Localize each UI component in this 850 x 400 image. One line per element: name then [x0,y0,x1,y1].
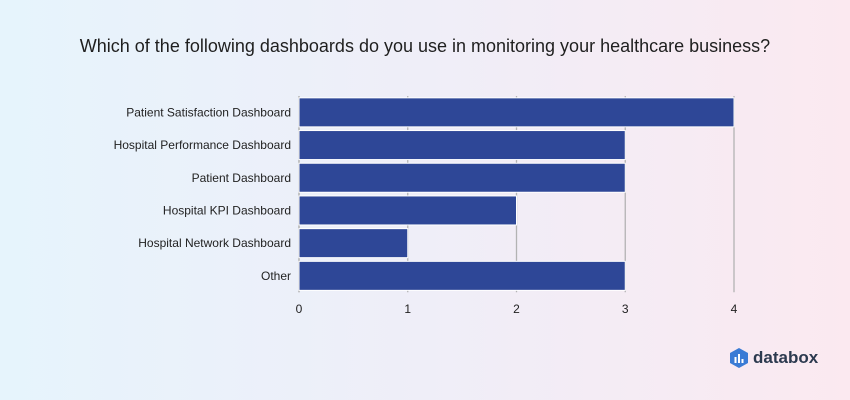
bar [298,195,517,226]
category-label: Hospital Network Dashboard [138,236,291,250]
databox-brand: databox [730,348,818,368]
category-label: Hospital Performance Dashboard [114,138,291,152]
bar [298,260,626,291]
grid-lines [298,96,735,293]
x-tick-label: 0 [296,302,303,316]
bars [298,97,735,291]
bar [298,228,409,259]
category-label: Hospital KPI Dashboard [163,203,291,217]
x-tick-label: 3 [622,302,629,316]
chart-title: Which of the following dashboards do you… [79,36,771,56]
category-label: Patient Satisfaction Dashboard [126,105,291,119]
category-label: Other [261,269,291,283]
bar [298,97,735,128]
x-tick-label: 1 [404,302,411,316]
category-labels: Patient Satisfaction Dashboard Hospital P… [114,105,291,283]
bar [298,130,626,161]
bar [298,162,626,193]
x-tick-labels: 0 1 2 3 4 [296,302,738,316]
x-tick-label: 2 [513,302,520,316]
x-tick-label: 4 [731,302,738,316]
category-label: Patient Dashboard [192,171,291,185]
databox-logo-icon [730,348,748,368]
brand-name: databox [753,348,819,367]
